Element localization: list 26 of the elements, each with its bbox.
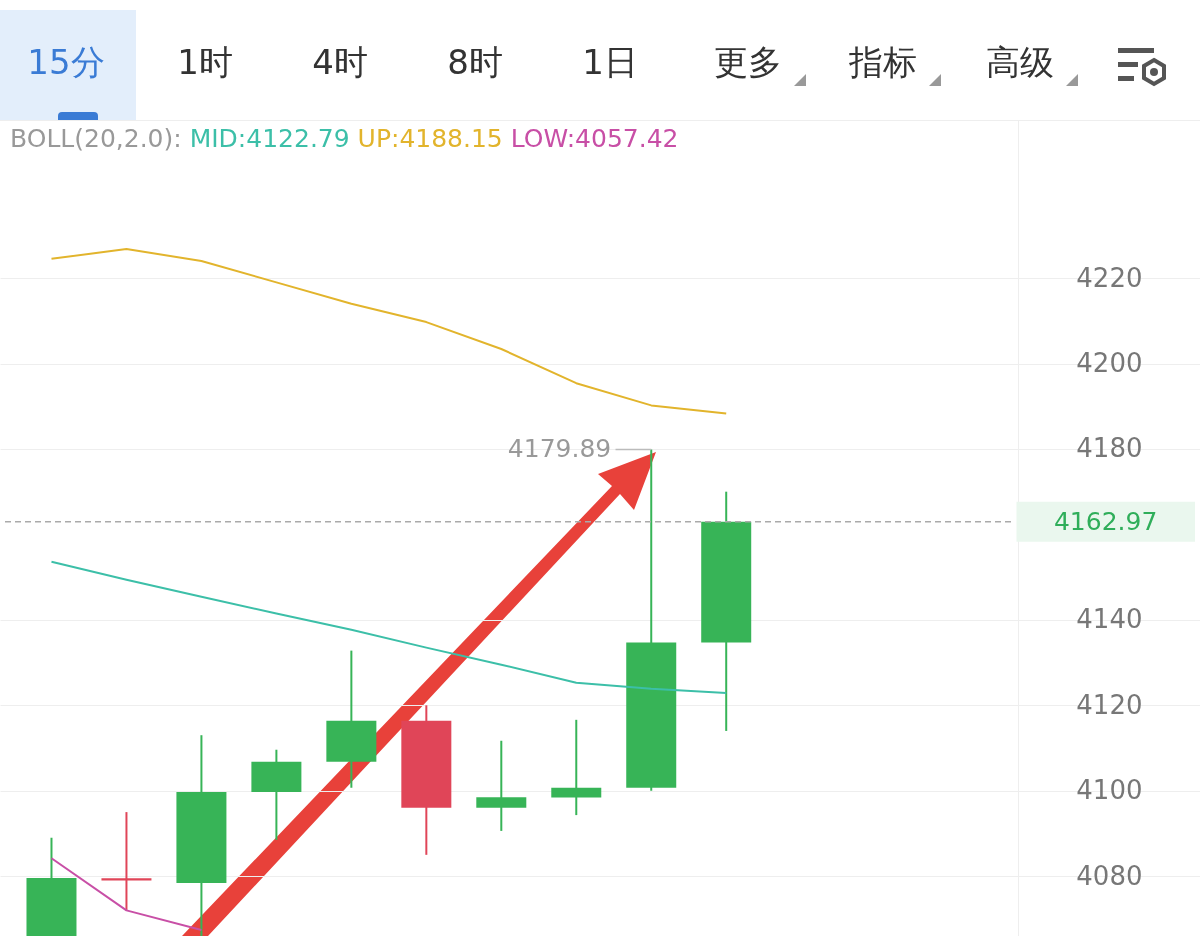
text: 8时 <box>447 41 503 84</box>
text: 高级 <box>986 41 1054 84</box>
text: 1日 <box>582 41 638 84</box>
text: 1时 <box>177 41 233 84</box>
text: 4时 <box>312 41 368 84</box>
y-tick-label: 4120 <box>1076 689 1143 720</box>
y-tick-label: 4100 <box>1076 775 1143 806</box>
text: 更多 <box>714 41 782 84</box>
y-tick-label: 4200 <box>1076 348 1143 379</box>
candlestick <box>476 739 527 832</box>
annotation: 4179.89 <box>507 434 612 464</box>
ref-line-label: 4162.97 <box>1053 506 1158 536</box>
text: 指标 <box>849 41 917 84</box>
line-series <box>50 248 728 415</box>
text: LOW:4057.42 <box>510 124 679 153</box>
text: UP:4188.15 <box>357 124 504 153</box>
line-series <box>50 560 728 694</box>
y-tick-label: 4220 <box>1076 262 1143 293</box>
candlestick <box>101 811 152 912</box>
y-tick-label: 4140 <box>1076 604 1143 635</box>
text: 15分 <box>27 41 105 84</box>
candlestick <box>551 718 602 817</box>
text: MID:4122.79 <box>189 124 351 153</box>
y-tick-label: 4080 <box>1076 860 1143 891</box>
legend-title: BOLL(20,2.0): <box>10 124 183 153</box>
y-tick-label: 4180 <box>1076 433 1143 464</box>
